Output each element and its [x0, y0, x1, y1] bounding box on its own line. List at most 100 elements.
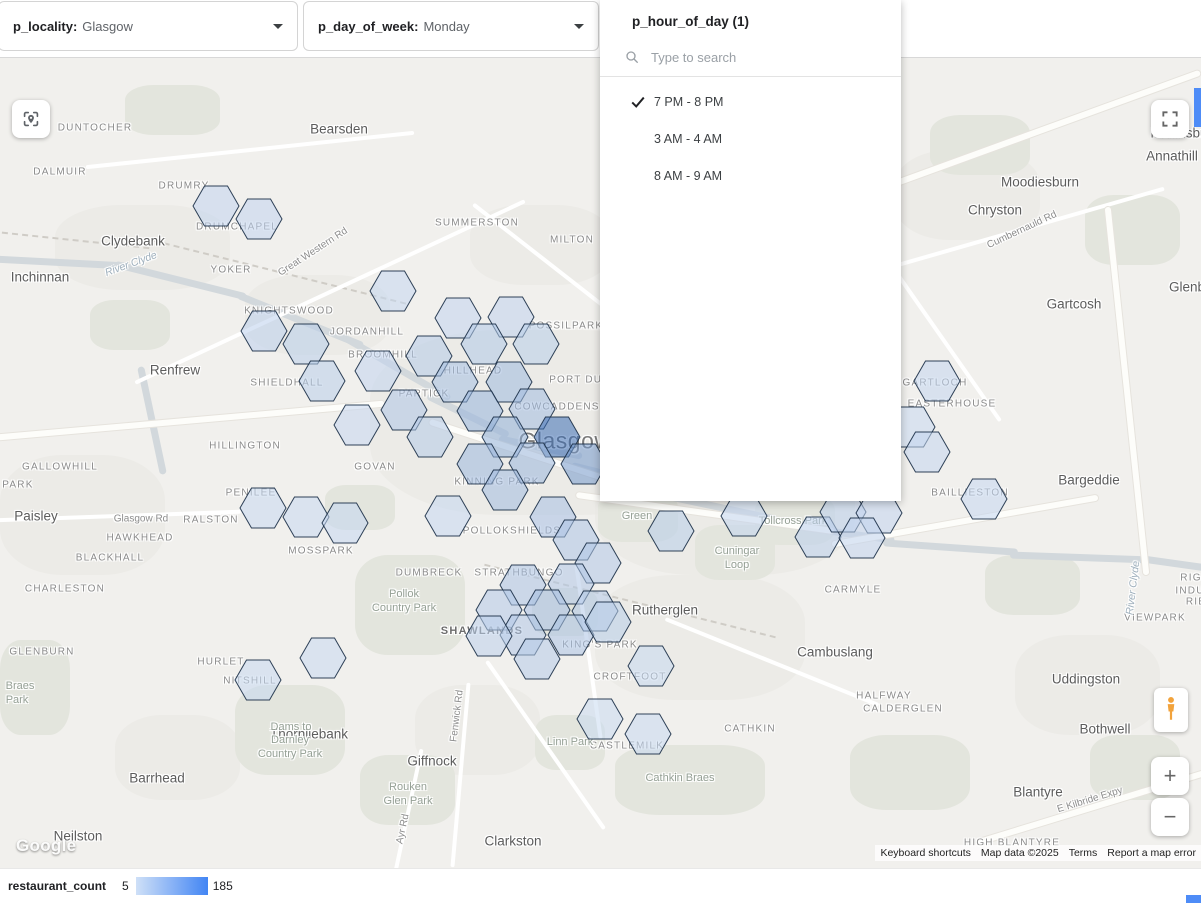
map-label: Rouken	[389, 781, 427, 793]
map-label: Paisley	[14, 508, 58, 524]
hex-bin[interactable]	[298, 360, 346, 402]
hex-bin[interactable]	[354, 350, 402, 392]
my-location-button[interactable]	[12, 100, 50, 138]
zoom-in-button[interactable]: +	[1151, 757, 1189, 795]
hour-option-label: 7 PM - 8 PM	[654, 94, 724, 109]
hex-bin[interactable]	[584, 601, 632, 643]
park-area-patch	[0, 640, 70, 735]
zoom-out-button[interactable]: −	[1151, 798, 1189, 836]
legend-gradient-bar	[135, 877, 208, 895]
urban-area-patch	[1015, 635, 1160, 735]
map-label: Clydebank	[101, 233, 165, 249]
park-area-patch	[90, 300, 170, 350]
map-label: DALMUIR	[33, 166, 87, 178]
map-label: Glasgow Rd	[113, 513, 169, 525]
hex-bin[interactable]	[406, 416, 454, 458]
hex-bin[interactable]	[321, 502, 369, 544]
urban-area-patch	[595, 575, 805, 700]
map-label: Clarkston	[484, 833, 542, 849]
map-label: Darnley	[271, 734, 309, 746]
hex-bin[interactable]	[282, 496, 330, 538]
park-area-patch	[615, 745, 765, 815]
hex-bin[interactable]	[299, 637, 347, 679]
search-icon	[624, 49, 640, 65]
report-map-error-link[interactable]: Report a map error	[1102, 845, 1201, 861]
map-label: Inchinnan	[10, 269, 70, 285]
hex-bin[interactable]	[424, 495, 472, 537]
hex-bin[interactable]	[460, 323, 508, 365]
map-data-text: Map data ©2025	[975, 845, 1064, 861]
map-label: HILLHEAD	[443, 365, 503, 377]
vertical-scrollbar-thumb[interactable]	[1194, 88, 1201, 127]
hex-bin[interactable]	[513, 638, 561, 680]
hour-filter-search-row	[600, 38, 901, 77]
map-label: Neilston	[53, 828, 103, 844]
hex-bin[interactable]	[282, 323, 330, 365]
hexbin-layer	[192, 185, 1008, 755]
hex-bin[interactable]	[647, 510, 695, 552]
keyboard-shortcuts-link[interactable]: Keyboard shortcuts	[875, 845, 976, 861]
hex-bin[interactable]	[624, 713, 672, 755]
map-label: Bothwell	[1079, 721, 1131, 737]
day-of-week-filter-dropdown[interactable]: p_day_of_week: Monday	[303, 1, 599, 51]
map-label: Pollok	[389, 588, 419, 600]
park-area-patch	[125, 85, 220, 135]
fullscreen-button[interactable]	[1151, 100, 1189, 138]
legend-max-value: 185	[212, 879, 233, 893]
hour-option[interactable]: 8 AM - 9 AM	[600, 157, 901, 194]
map-label: Rutherglen	[631, 602, 699, 618]
urban-area-patch	[115, 715, 240, 800]
locality-filter-dropdown[interactable]: p_locality: Glasgow	[0, 1, 298, 51]
hour-option[interactable]: 7 PM - 8 PM	[600, 83, 901, 120]
hex-bin[interactable]	[720, 495, 768, 537]
hex-bin[interactable]	[508, 442, 556, 484]
map-label: Country Park	[257, 748, 323, 760]
map-label: HIGH BLANTYRE	[963, 837, 1061, 849]
hex-bin[interactable]	[903, 431, 951, 473]
hex-bin[interactable]	[960, 478, 1008, 520]
hour-options-list: 7 PM - 8 PM 3 AM - 4 AM 8 AM - 9 AM	[600, 77, 901, 194]
hex-bin[interactable]	[234, 659, 282, 701]
map-label: Park	[5, 694, 29, 706]
day-filter-value: Monday	[423, 18, 470, 34]
hex-bin[interactable]	[240, 310, 288, 352]
map-label: Barrhead	[129, 770, 185, 786]
map-label: Bearsden	[310, 121, 368, 137]
fullscreen-icon	[1160, 109, 1180, 129]
google-logo[interactable]: Google	[16, 836, 77, 855]
map-label: Linn Park	[546, 736, 594, 748]
map-label: HILLINGTON	[209, 440, 281, 452]
map-label: RALSTON	[183, 514, 239, 526]
map-label: CHARLESTON	[24, 583, 106, 595]
hex-bin[interactable]	[369, 270, 417, 312]
map-label: KING'S PARK	[562, 639, 638, 651]
hex-bin[interactable]	[512, 323, 560, 365]
hex-bin[interactable]	[547, 614, 595, 656]
map-label: DRUMCHAPEL	[195, 221, 279, 233]
map-label: KNIGHTSWOOD	[244, 305, 334, 317]
map-label: Glenboig	[1168, 279, 1201, 295]
chevron-down-icon	[273, 23, 283, 29]
hour-filter-search-input[interactable]	[649, 48, 885, 66]
map-label: CATHKIN	[724, 723, 776, 735]
hex-bin[interactable]	[481, 469, 529, 511]
hex-bin[interactable]	[235, 198, 283, 240]
pegman-control[interactable]	[1154, 688, 1188, 732]
hex-bin[interactable]	[465, 615, 513, 657]
hex-bin[interactable]	[838, 517, 886, 559]
hex-bin[interactable]	[333, 404, 381, 446]
map-label: RIG	[1180, 572, 1201, 584]
terms-link[interactable]: Terms	[1063, 845, 1103, 861]
hex-bin[interactable]	[913, 360, 961, 402]
map-label: PARTICK	[398, 388, 450, 400]
chevron-down-icon	[574, 23, 584, 29]
hex-bin[interactable]	[239, 487, 287, 529]
horizontal-scrollbar-thumb[interactable]	[1186, 895, 1201, 903]
hour-option[interactable]: 3 AM - 4 AM	[600, 120, 901, 157]
hex-bin[interactable]	[560, 443, 608, 485]
hex-bin[interactable]	[192, 185, 240, 227]
map-label: POLLOKSHIELDS	[462, 525, 562, 537]
hex-bin[interactable]	[627, 645, 675, 687]
hex-bin[interactable]	[576, 698, 624, 740]
map-attribution: Keyboard shortcuts Map data ©2025 Terms …	[875, 845, 1201, 861]
